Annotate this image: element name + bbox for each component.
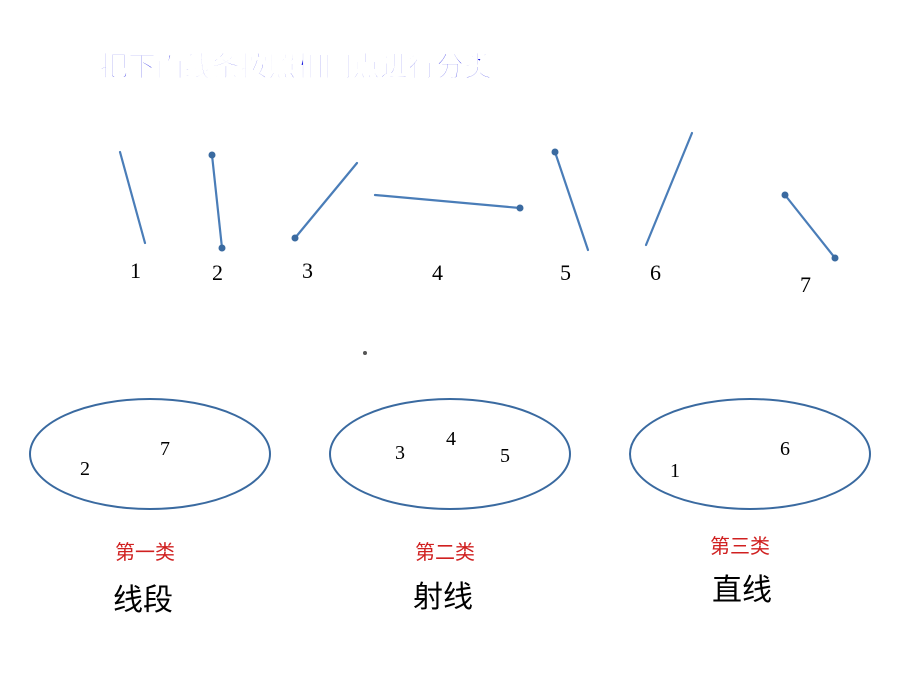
endpoint-dot (552, 149, 559, 156)
line-4 (375, 195, 520, 208)
oval-number: 5 (500, 445, 510, 468)
endpoint-dot (517, 205, 524, 212)
endpoint-dot (832, 255, 839, 262)
oval-number: 1 (670, 460, 680, 483)
line-3 (295, 163, 357, 238)
category-oval-3 (630, 399, 870, 509)
oval-number: 4 (446, 428, 456, 451)
oval-number: 6 (780, 438, 790, 461)
category-name-1: 线段 (113, 575, 173, 619)
category-oval-2 (330, 399, 570, 509)
category-label-3: 第三类 (710, 530, 770, 559)
category-label-1: 第一类 (115, 536, 175, 565)
category-name-3: 直线 (712, 565, 772, 609)
line-label-7: 7 (800, 272, 811, 298)
category-oval-1 (30, 399, 270, 509)
line-label-2: 2 (212, 260, 223, 286)
oval-number: 2 (80, 458, 90, 481)
line-2 (212, 155, 222, 248)
category-name-2: 射线 (413, 572, 473, 616)
endpoint-dot (292, 235, 299, 242)
category-label-2: 第二类 (415, 536, 475, 565)
endpoint-dot (209, 152, 216, 159)
line-label-3: 3 (302, 258, 313, 284)
line-label-5: 5 (560, 260, 571, 286)
line-7 (785, 195, 835, 258)
line-label-4: 4 (432, 260, 443, 286)
line-label-6: 6 (650, 260, 661, 286)
center-dot (363, 351, 367, 355)
line-label-1: 1 (130, 258, 141, 284)
endpoint-dot (782, 192, 789, 199)
line-6 (646, 133, 692, 245)
line-1 (120, 152, 145, 243)
oval-number: 3 (395, 442, 405, 465)
oval-number: 7 (160, 438, 170, 461)
line-5 (555, 152, 588, 250)
page-title: 把下面线条按照相同点进行分类 (100, 45, 492, 85)
endpoint-dot (219, 245, 226, 252)
